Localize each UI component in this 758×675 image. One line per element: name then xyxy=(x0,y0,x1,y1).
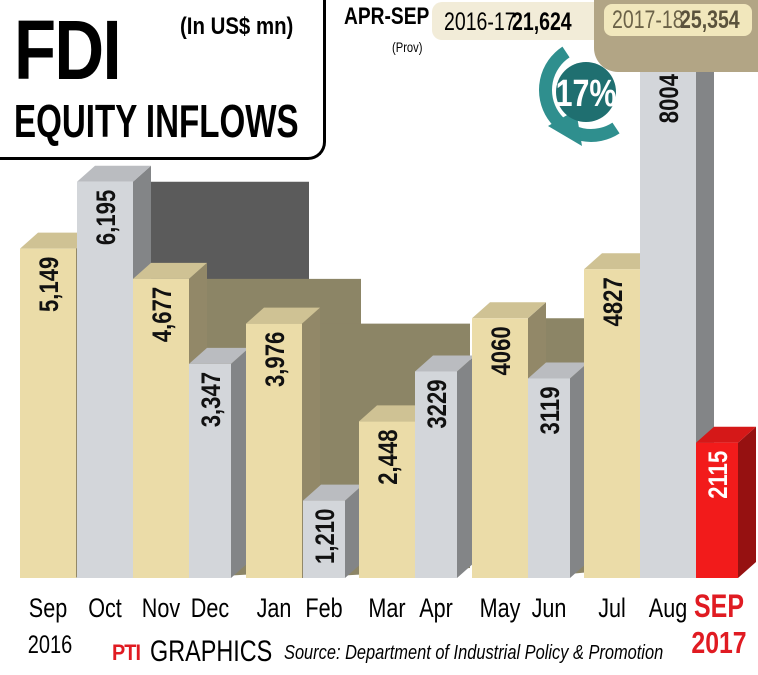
bar-group xyxy=(20,50,756,578)
x-tick-label-group: Sep 2016 Oct Nov Dec Jan Feb Mar Apr May Jun Jul Aug… xyxy=(28,589,747,660)
bar-value-label: 6,195 xyxy=(92,189,122,245)
bar-value-label: 8004 xyxy=(655,74,685,123)
x-tick-year-label: 2017 xyxy=(691,625,746,659)
source-note: Source: Department of Industrial Policy … xyxy=(284,642,664,664)
pti-logo: PTI xyxy=(112,640,141,665)
bar-value-label: 5,149 xyxy=(35,257,65,312)
summary-prev-value: 21,624 xyxy=(512,8,572,36)
graphics-label: GRAPHICS xyxy=(150,635,273,668)
bar xyxy=(189,363,231,578)
bar-top xyxy=(303,484,363,501)
bar-side xyxy=(738,426,756,578)
bar-value-label: 4,677 xyxy=(148,287,178,342)
bar-side xyxy=(457,355,475,578)
x-tick-year-label: 2016 xyxy=(28,631,72,659)
bar-side xyxy=(570,362,588,578)
summary-prov-note: (Prov) xyxy=(392,39,423,55)
summary-curr-inner: 2017-18 25,354 xyxy=(604,4,752,36)
summary-curr-value: 25,354 xyxy=(680,6,740,34)
summary-curr-year-box: 2017-18 25,354 xyxy=(594,0,758,72)
bar-top xyxy=(696,426,756,443)
bar-value-label: 1,210 xyxy=(311,509,341,564)
bar-top xyxy=(20,232,94,249)
x-tick-label: May xyxy=(480,594,521,624)
bar-value-label: 3,976 xyxy=(261,332,291,387)
bar-value-label: 2115 xyxy=(704,450,734,498)
bar xyxy=(528,378,570,578)
x-tick-label: Oct xyxy=(88,594,122,624)
x-tick-label: SEP xyxy=(694,589,744,625)
summary-prev-year: 2016-17 xyxy=(444,8,516,36)
bar-top xyxy=(246,307,320,324)
bar-top xyxy=(584,253,658,270)
bar xyxy=(584,269,640,578)
chart-subtitle: EQUITY INFLOWS xyxy=(14,95,299,147)
bar-side xyxy=(345,484,363,578)
bar-top xyxy=(415,355,475,372)
bar xyxy=(696,442,738,578)
bar xyxy=(359,421,415,578)
unit-label: (In US$ mn) xyxy=(180,13,294,40)
summary-period-label: APR-SEP xyxy=(344,3,430,30)
bar-value-label: 3,347 xyxy=(197,372,227,427)
growth-arrow-icon: 17% xyxy=(539,46,620,146)
bar xyxy=(77,181,133,578)
x-tick-label: Aug xyxy=(649,594,687,624)
bar-value-label: 4060 xyxy=(487,326,517,375)
growth-percent-label: 17% xyxy=(556,73,617,115)
x-tick-label: Feb xyxy=(305,594,342,624)
bar-top xyxy=(189,347,249,364)
bar-side xyxy=(231,347,249,578)
bar xyxy=(472,318,528,578)
summary-curr-year: 2017-18 xyxy=(612,6,684,34)
bar-value-label: 4827 xyxy=(599,277,629,326)
chart-title: FDI xyxy=(14,3,122,97)
x-tick-label: Mar xyxy=(368,594,405,624)
bar xyxy=(303,500,345,578)
bar xyxy=(640,66,696,578)
bar-top xyxy=(528,362,588,379)
bar-value-label: 3119 xyxy=(536,386,566,434)
bar-top xyxy=(472,302,546,319)
x-tick-label: Jul xyxy=(598,594,626,624)
x-tick-label: Jun xyxy=(532,594,567,624)
x-tick-label: Dec xyxy=(191,594,229,624)
bar-top xyxy=(359,405,433,422)
bar-top xyxy=(133,262,207,279)
bar xyxy=(133,278,189,578)
bar-top xyxy=(77,165,151,182)
x-tick-label: Nov xyxy=(142,594,181,624)
bar xyxy=(20,248,76,578)
value-label-group: 5,149 6,195 4,677 3,347 3,976 1,210 2,448 3229 4… xyxy=(35,74,734,564)
bar-value-label: 3229 xyxy=(423,379,453,428)
bar-value-label: 2,448 xyxy=(374,429,404,484)
x-tick-label: Apr xyxy=(419,594,453,624)
summary-prev-year-box: 2016-17 21,624 xyxy=(432,2,594,40)
bar xyxy=(246,323,302,578)
title-panel: FDI EQUITY INFLOWS (In US$ mn) xyxy=(0,0,326,160)
x-tick-label: Jan xyxy=(257,594,292,624)
bar xyxy=(415,371,457,578)
x-tick-label: Sep xyxy=(29,594,67,624)
